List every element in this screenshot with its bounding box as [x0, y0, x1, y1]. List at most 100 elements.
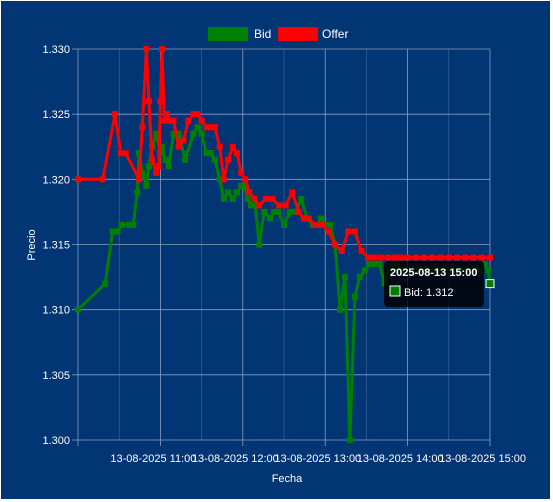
data-point-bid[interactable] [135, 150, 142, 157]
legend-item-offer[interactable]: Offer [278, 27, 348, 41]
data-point-bid[interactable] [361, 267, 368, 274]
data-point-bid[interactable] [356, 274, 363, 281]
data-point-bid[interactable] [143, 182, 150, 189]
data-point-bid[interactable] [145, 163, 152, 170]
data-point-offer[interactable] [325, 228, 332, 235]
data-point-offer[interactable] [338, 248, 345, 255]
data-point-offer[interactable] [149, 156, 156, 163]
data-point-bid[interactable] [224, 189, 231, 196]
data-point-bid[interactable] [298, 195, 305, 202]
data-point-offer[interactable] [229, 143, 236, 150]
data-point-offer[interactable] [157, 98, 164, 105]
data-point-offer[interactable] [167, 117, 174, 124]
data-point-bid[interactable] [252, 202, 259, 209]
data-point-offer[interactable] [462, 254, 469, 261]
data-point-offer[interactable] [180, 137, 187, 144]
data-point-offer[interactable] [378, 254, 385, 261]
data-point-offer[interactable] [269, 195, 276, 202]
data-point-offer[interactable] [478, 254, 485, 261]
data-point-bid[interactable] [322, 221, 329, 228]
data-point-offer[interactable] [161, 117, 168, 124]
legend[interactable]: Bid Offer [208, 27, 348, 41]
data-point-offer[interactable] [234, 150, 241, 157]
data-point-offer[interactable] [185, 117, 192, 124]
data-point-offer[interactable] [242, 176, 249, 183]
data-point-offer[interactable] [238, 169, 245, 176]
data-point-offer[interactable] [429, 254, 436, 261]
data-point-bid[interactable] [234, 189, 241, 196]
data-point-bid[interactable] [482, 261, 489, 268]
data-point-offer[interactable] [282, 202, 289, 209]
data-point-offer[interactable] [155, 163, 162, 170]
data-point-offer[interactable] [470, 254, 477, 261]
data-point-bid[interactable] [207, 150, 214, 157]
data-point-offer[interactable] [163, 111, 170, 118]
data-point-bid[interactable] [130, 221, 137, 228]
data-point-offer[interactable] [384, 254, 391, 261]
data-point-offer[interactable] [365, 254, 372, 261]
data-point-offer[interactable] [211, 124, 218, 131]
data-point-bid[interactable] [75, 306, 81, 313]
data-point-offer[interactable] [276, 202, 283, 209]
data-point-offer[interactable] [358, 248, 365, 255]
data-point-bid[interactable] [366, 261, 373, 268]
data-point-bid[interactable] [238, 182, 245, 189]
data-point-offer[interactable] [159, 46, 166, 52]
data-point-bid[interactable] [118, 221, 125, 228]
data-point-bid[interactable] [256, 241, 263, 248]
data-point-bid[interactable] [327, 221, 334, 228]
data-point-bid[interactable] [175, 130, 182, 137]
data-point-offer[interactable] [216, 143, 223, 150]
data-point-offer[interactable] [305, 215, 312, 222]
data-point-bid[interactable] [203, 150, 210, 157]
data-point-offer[interactable] [203, 124, 210, 131]
data-point-offer[interactable] [312, 221, 319, 228]
data-point-bid[interactable] [244, 195, 251, 202]
data-point-bid[interactable] [182, 156, 189, 163]
data-point-offer[interactable] [295, 208, 302, 215]
data-point-offer[interactable] [256, 202, 263, 209]
data-point-bid[interactable] [162, 156, 169, 163]
data-point-offer[interactable] [207, 124, 214, 131]
data-point-bid[interactable] [376, 261, 383, 268]
data-point-offer[interactable] [175, 143, 182, 150]
data-point-bid[interactable] [139, 169, 146, 176]
data-point-bid[interactable] [485, 267, 492, 274]
data-point-offer[interactable] [99, 176, 106, 183]
data-point-offer[interactable] [318, 221, 325, 228]
data-point-bid[interactable] [114, 228, 121, 235]
data-point-bid[interactable] [248, 202, 255, 209]
data-point-offer[interactable] [220, 176, 227, 183]
data-point-bid[interactable] [220, 195, 227, 202]
data-point-offer[interactable] [251, 195, 258, 202]
data-point-offer[interactable] [143, 46, 150, 52]
data-point-bid[interactable] [371, 261, 378, 268]
data-point-bid[interactable] [190, 130, 197, 137]
data-point-bid[interactable] [170, 130, 177, 137]
data-point-offer[interactable] [454, 254, 461, 261]
legend-item-bid[interactable]: Bid [208, 27, 271, 41]
data-point-offer[interactable] [437, 254, 444, 261]
data-point-offer[interactable] [246, 189, 253, 196]
data-point-bid[interactable] [341, 274, 348, 281]
data-point-bid[interactable] [134, 189, 141, 196]
data-point-offer[interactable] [145, 98, 152, 105]
data-point-offer[interactable] [421, 254, 428, 261]
data-point-offer[interactable] [117, 150, 124, 157]
data-point-offer[interactable] [332, 241, 339, 248]
data-point-offer[interactable] [391, 254, 398, 261]
hovered-point[interactable] [485, 279, 495, 289]
data-point-bid[interactable] [109, 228, 116, 235]
data-point-offer[interactable] [371, 254, 378, 261]
data-point-offer[interactable] [345, 228, 352, 235]
data-point-offer[interactable] [289, 189, 296, 196]
data-point-bid[interactable] [229, 195, 236, 202]
data-point-offer[interactable] [112, 111, 119, 118]
data-point-offer[interactable] [262, 195, 269, 202]
data-point-bid[interactable] [102, 280, 109, 287]
data-point-offer[interactable] [194, 111, 201, 118]
data-point-bid[interactable] [318, 215, 325, 222]
data-point-offer[interactable] [300, 215, 307, 222]
data-point-offer[interactable] [224, 156, 231, 163]
data-point-bid[interactable] [241, 182, 248, 189]
